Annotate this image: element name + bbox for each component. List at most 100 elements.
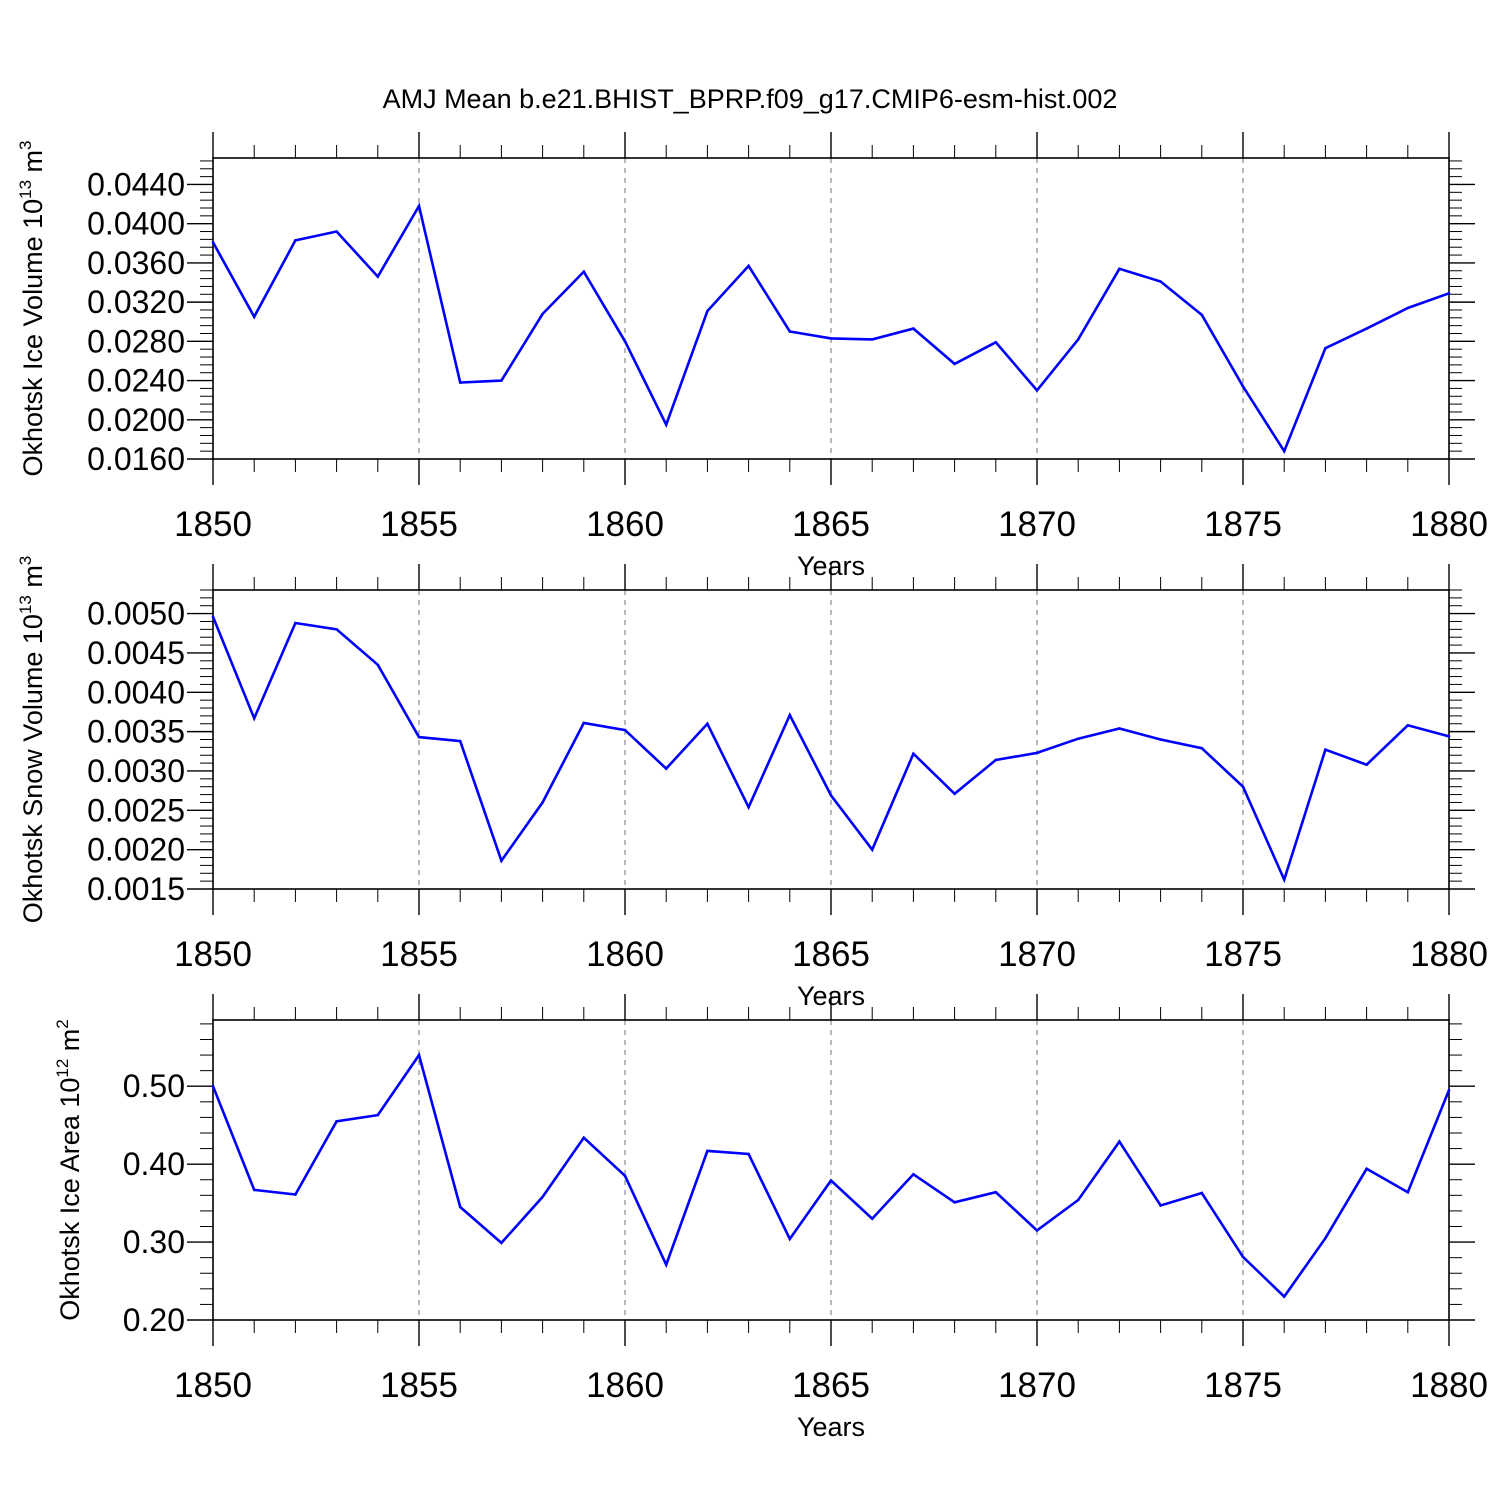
data-point xyxy=(623,728,627,732)
x-tick-label: 1860 xyxy=(586,935,664,974)
data-point xyxy=(417,735,421,739)
x-tick-label: 1850 xyxy=(174,935,252,974)
data-point xyxy=(1035,1229,1039,1232)
data-point xyxy=(1035,389,1039,392)
data-point xyxy=(1241,785,1245,789)
x-axis-label: Years xyxy=(797,1412,865,1442)
y-axis-label-exponent: 13 xyxy=(16,595,35,614)
data-point xyxy=(1118,1140,1121,1143)
data-point xyxy=(788,330,792,333)
data-point xyxy=(500,1241,503,1245)
y-tick-label: 0.0045 xyxy=(87,635,185,671)
data-point xyxy=(747,1152,750,1156)
y-tick-label: 0.50 xyxy=(123,1068,185,1104)
data-point xyxy=(1200,746,1204,750)
data-point xyxy=(1282,449,1286,453)
data-point xyxy=(417,1053,421,1057)
data-point xyxy=(1076,737,1080,741)
y-axis-label-text: Okhotsk Ice Volume 10 xyxy=(18,199,48,477)
x-tick-label: 1850 xyxy=(174,505,252,544)
data-point xyxy=(1159,1204,1162,1207)
data-point xyxy=(747,805,750,809)
data-point xyxy=(541,801,544,804)
y-tick-label: 0.0160 xyxy=(87,441,185,477)
data-point xyxy=(1365,327,1368,330)
x-tick-label: 1875 xyxy=(1204,505,1282,544)
y-axis-label-text: Okhotsk Snow Volume 10 xyxy=(18,614,48,923)
data-point xyxy=(1406,724,1410,727)
data-point xyxy=(376,1113,380,1117)
data-point xyxy=(706,722,709,726)
data-point xyxy=(582,1136,586,1139)
y-tick-label: 0.0360 xyxy=(87,245,185,281)
data-point xyxy=(706,1149,709,1153)
y-tick-label: 0.0035 xyxy=(87,714,185,750)
data-point xyxy=(829,794,833,797)
data-point xyxy=(1200,313,1204,317)
y-axis-label: Okhotsk Ice Area 1012 m2 xyxy=(53,1019,85,1321)
y-tick-label: 0.40 xyxy=(123,1146,185,1182)
data-point xyxy=(458,739,462,743)
data-point xyxy=(1447,1088,1451,1092)
y-axis-label-unit-exponent: 3 xyxy=(16,556,35,565)
data-point xyxy=(1159,280,1162,283)
data-point xyxy=(994,341,998,344)
data-point xyxy=(994,758,998,762)
data-point xyxy=(664,423,668,426)
y-axis-label: Okhotsk Snow Volume 1013 m3 xyxy=(16,556,48,924)
data-point xyxy=(747,264,750,268)
data-point xyxy=(788,1237,792,1241)
y-tick-label: 0.0440 xyxy=(87,166,185,202)
data-point xyxy=(211,241,215,244)
y-axis-label-exponent: 12 xyxy=(53,1059,72,1078)
data-point xyxy=(1447,292,1451,295)
data-point xyxy=(953,792,956,796)
x-tick-label: 1870 xyxy=(998,1366,1076,1405)
data-point xyxy=(417,204,421,208)
x-tick-label: 1875 xyxy=(1204,1366,1282,1405)
y-tick-label: 0.20 xyxy=(123,1302,185,1338)
y-tick-label: 0.0320 xyxy=(87,284,185,320)
data-point xyxy=(1035,751,1039,755)
data-point xyxy=(788,713,792,717)
data-point xyxy=(252,716,256,720)
data-point xyxy=(1118,727,1121,730)
x-tick-label: 1880 xyxy=(1410,935,1488,974)
data-point xyxy=(1076,1198,1080,1202)
x-tick-label: 1880 xyxy=(1410,505,1488,544)
data-point xyxy=(335,1119,338,1123)
y-axis-label-unit-exponent: 2 xyxy=(53,1019,72,1028)
y-axis-label-unit: m xyxy=(18,150,48,180)
data-point xyxy=(1241,385,1245,388)
data-point xyxy=(500,859,503,862)
y-tick-label: 0.0020 xyxy=(87,832,185,868)
data-point xyxy=(541,312,544,316)
data-point xyxy=(500,379,503,382)
plot-panel-2: 0.00150.00200.00250.00300.00350.00400.00… xyxy=(16,556,1488,1011)
data-point xyxy=(1406,1190,1410,1194)
data-point xyxy=(211,1084,215,1088)
y-axis-label-unit: m xyxy=(55,1029,85,1059)
data-point xyxy=(912,1172,915,1176)
x-tick-label: 1865 xyxy=(792,935,870,974)
data-point xyxy=(912,327,915,330)
x-tick-label: 1855 xyxy=(380,1366,458,1405)
data-point xyxy=(1282,878,1286,881)
data-point xyxy=(664,1263,668,1266)
x-tick-label: 1870 xyxy=(998,935,1076,974)
data-point xyxy=(294,239,297,242)
data-point xyxy=(1447,735,1451,738)
data-point xyxy=(870,848,874,851)
data-point xyxy=(623,340,627,343)
data-point xyxy=(706,309,709,313)
data-point xyxy=(541,1195,544,1199)
data-point xyxy=(294,1193,297,1196)
data-point xyxy=(1118,267,1121,271)
data-point xyxy=(1282,1295,1286,1298)
data-point xyxy=(335,628,338,631)
data-point xyxy=(1365,1167,1368,1171)
data-point xyxy=(335,230,338,233)
y-tick-label: 0.0400 xyxy=(87,206,185,242)
data-point xyxy=(252,1188,256,1192)
data-point xyxy=(1324,1236,1327,1240)
